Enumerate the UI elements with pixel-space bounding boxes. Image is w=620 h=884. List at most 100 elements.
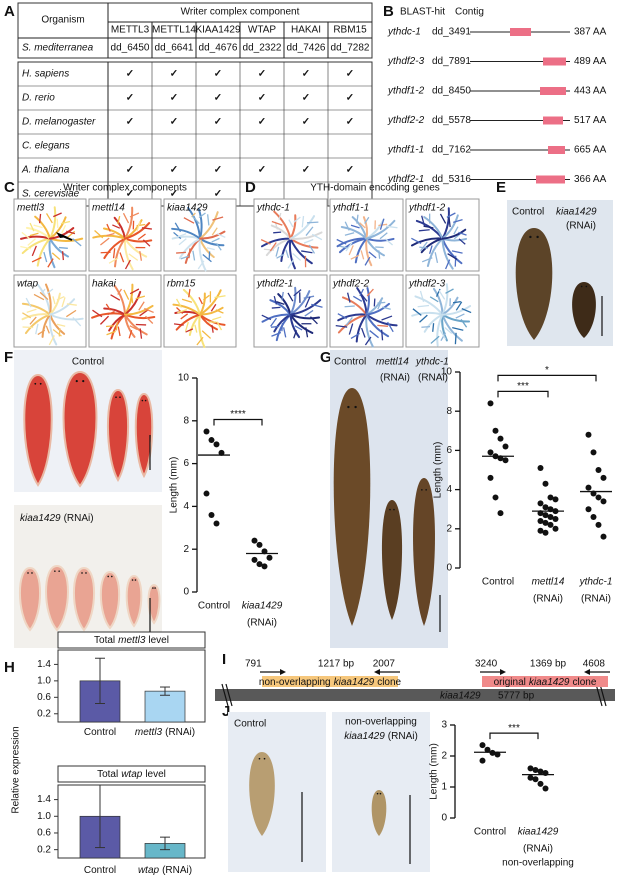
eye <box>393 508 395 511</box>
plot-frame <box>57 649 206 723</box>
tree-branch <box>112 248 116 259</box>
tree-branch <box>124 259 131 270</box>
planarian <box>134 392 154 479</box>
contig-id: dd_5316 <box>432 174 471 185</box>
tree-branch <box>114 237 126 268</box>
eye <box>347 405 350 409</box>
tree-branch <box>271 220 283 226</box>
gene-name: mettl3 <box>17 203 45 214</box>
plot-title-part: level <box>145 769 166 780</box>
tree-branch <box>176 307 184 314</box>
tree-branch <box>137 233 146 240</box>
tree-branch <box>360 293 368 302</box>
x-tick-label: ythdc-1 <box>579 577 613 588</box>
tree-branch <box>432 323 435 332</box>
data-point <box>585 431 592 438</box>
tree-branch <box>53 212 62 218</box>
tree-branch <box>441 313 463 342</box>
x-tick-sublabel: non-overlapping <box>502 858 574 869</box>
gene-name: kiaa1429 <box>167 203 208 214</box>
tree-branch <box>379 232 388 240</box>
data-point <box>487 474 494 481</box>
tree-branch <box>278 212 282 220</box>
tree-branch <box>112 224 121 229</box>
tree-branch <box>289 299 322 316</box>
data-point <box>213 520 220 527</box>
tree-branch <box>461 308 472 314</box>
eye <box>82 380 85 383</box>
eye <box>379 792 382 795</box>
data-point <box>251 537 258 544</box>
check-mark: ✓ <box>126 69 134 80</box>
clone-size: 1217 bp <box>318 659 355 670</box>
tree-branch <box>364 336 372 346</box>
tree-branch <box>45 325 50 334</box>
tree-branch <box>263 248 274 251</box>
tree-branch <box>451 250 463 254</box>
tree-branch <box>124 237 148 258</box>
data-point <box>492 494 499 501</box>
tree-branch <box>65 309 77 318</box>
planarian <box>45 564 69 632</box>
tree-branch <box>269 242 277 252</box>
data-point <box>537 500 544 507</box>
data-point <box>203 428 210 435</box>
tree-branch <box>197 207 203 240</box>
eye <box>536 235 539 239</box>
planarian <box>125 574 143 628</box>
tree-branch <box>144 307 154 314</box>
column-header: HAKAI <box>291 25 321 36</box>
tree-branch <box>216 233 226 238</box>
plot-title-part: wtap <box>121 769 143 780</box>
planarian <box>23 373 53 487</box>
x-tick-sublabel: (RNAi) <box>533 594 563 605</box>
x-tick-label: Control <box>84 727 116 738</box>
tree-branch <box>344 305 355 308</box>
eye <box>421 489 423 491</box>
tree-branch <box>410 237 444 247</box>
tree-branch <box>365 302 391 316</box>
plot-title-part: Total <box>94 635 115 646</box>
eye <box>425 489 427 491</box>
tree-branch <box>444 259 451 270</box>
break-mark <box>599 683 607 707</box>
tree-branch <box>139 251 143 261</box>
tree-branch <box>423 313 444 333</box>
tree-branch <box>293 289 302 297</box>
check-mark: ✓ <box>258 165 266 176</box>
tree-branch <box>337 313 368 322</box>
tree-branch <box>355 313 368 343</box>
tree-branch <box>188 288 191 298</box>
x-tick-label: mettl3 (RNAi) <box>135 727 195 738</box>
clone-box <box>262 676 398 687</box>
data-point <box>547 521 554 528</box>
tree-branch <box>301 250 313 254</box>
tree-branch <box>106 232 115 237</box>
x-tick-label: mettl14 <box>532 577 565 588</box>
tree-branch <box>175 313 201 331</box>
tree-branch <box>21 313 51 321</box>
eye <box>134 579 137 581</box>
tree-branch <box>48 313 58 346</box>
tree-branch <box>22 312 32 319</box>
tree-branch <box>344 232 355 236</box>
y-tick-label: 1.4 <box>37 794 51 805</box>
panel-label: E <box>496 179 506 196</box>
tree-branch <box>271 331 282 337</box>
y-tick-label: 10 <box>178 373 190 384</box>
tree-branch <box>49 216 67 240</box>
gene-length: 5777 bp <box>498 691 535 702</box>
planarian <box>73 566 95 632</box>
tree-branch <box>276 301 285 305</box>
table-header: Organism <box>41 15 84 26</box>
tree-branch <box>51 252 61 261</box>
contig-id: dd_7282 <box>331 43 370 54</box>
tree-branch <box>117 326 121 337</box>
tree-branch <box>61 224 67 234</box>
tree-branch <box>345 242 353 252</box>
tree-branch <box>289 237 319 249</box>
tree-branch <box>24 313 51 335</box>
tree-branch <box>277 293 292 316</box>
tree-branch <box>212 216 224 221</box>
tree-branch <box>423 216 444 240</box>
